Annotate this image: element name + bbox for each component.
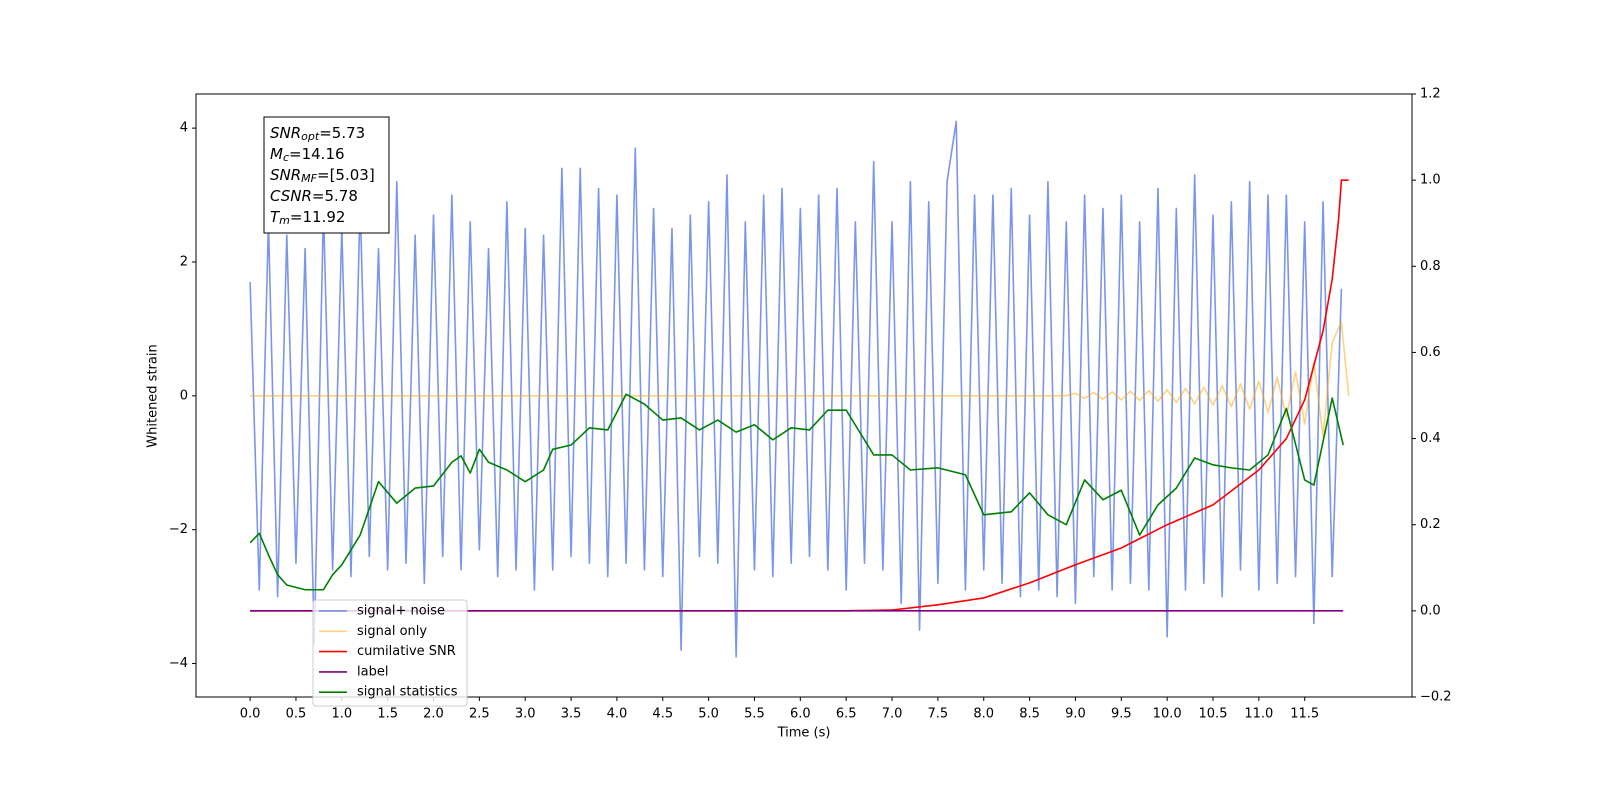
plot-frame xyxy=(195,93,1413,698)
x-tick-label: 7.5 xyxy=(928,707,949,722)
annotation-part: =14.16 xyxy=(289,145,345,163)
annotation-line: Mc=14.16 xyxy=(270,145,345,165)
annotation: SNRopt=5.73Mc=14.16SNRMF=[5.03]CSNR=5.78… xyxy=(263,116,390,234)
y-tick-label: 0 xyxy=(180,388,188,403)
annotation-part: c xyxy=(283,151,289,164)
x-tick-label: 4.5 xyxy=(652,707,673,722)
annotation-line: SNRMF=[5.03] xyxy=(270,166,375,186)
x-tick-label: 6.5 xyxy=(836,707,857,722)
annotation-part: MF xyxy=(301,172,317,185)
x-tick-label: 5.5 xyxy=(744,707,765,722)
legend-label: label xyxy=(357,664,388,679)
annotation-part: =11.92 xyxy=(290,208,346,226)
annotation-part: SNR xyxy=(270,124,301,142)
x-tick-label: 1.0 xyxy=(331,707,352,722)
y2-tick-label: 1.2 xyxy=(1420,87,1441,102)
annotation-line: Tm=11.92 xyxy=(270,208,345,228)
x-tick-label: 1.5 xyxy=(377,707,398,722)
annotation-part: SNR xyxy=(270,166,301,184)
legend-label: cumilative SNR xyxy=(357,644,456,659)
x-tick-label: 0.5 xyxy=(286,707,307,722)
x-tick-label: 4.0 xyxy=(607,707,628,722)
annotation-part: opt xyxy=(301,130,320,143)
annotation-part: M xyxy=(270,145,283,163)
legend: signal+ noise signal only cumilative SNR la… xyxy=(312,599,468,707)
x-tick-label: 11.5 xyxy=(1290,707,1319,722)
y-tick-label: 2 xyxy=(180,254,188,269)
x-axis-label: Time (s) xyxy=(777,726,831,741)
legend-label: signal statistics xyxy=(357,685,458,700)
x-tick-label: 9.0 xyxy=(1065,707,1086,722)
series-line xyxy=(250,179,1349,612)
y2-tick-label: 0.8 xyxy=(1420,259,1441,274)
x-tick-label: 2.0 xyxy=(423,707,444,722)
annotation-part: T xyxy=(270,208,281,226)
x-tick-label: 2.5 xyxy=(469,707,490,722)
x-tick-label: 10.0 xyxy=(1153,707,1182,722)
y-axis-label: Whitened strain xyxy=(146,344,161,447)
y2-tick-label: 0.0 xyxy=(1420,603,1441,618)
y-tick-label: 4 xyxy=(180,121,188,136)
x-tick-label: 5.0 xyxy=(698,707,719,722)
annotation-box xyxy=(263,116,390,234)
x-tick-label: 3.5 xyxy=(561,707,582,722)
x-tick-label: 3.0 xyxy=(515,707,536,722)
series-line xyxy=(249,393,1344,591)
x-tick-label: 10.5 xyxy=(1199,707,1228,722)
y2-tick-label: 0.2 xyxy=(1420,517,1441,532)
x-tick-label: 8.0 xyxy=(973,707,994,722)
annotation-line: SNRopt=5.73 xyxy=(270,124,365,144)
x-tick-label: 0.0 xyxy=(240,707,261,722)
legend-label: signal+ noise xyxy=(357,604,445,619)
annotation-part: =5.73 xyxy=(319,124,365,142)
annotation-line: CSNR=5.78 xyxy=(270,187,358,205)
annotation-part: =5.78 xyxy=(312,187,358,205)
y-tick-label: −4 xyxy=(169,656,188,671)
y2-tick-label: 1.0 xyxy=(1420,173,1441,188)
x-tick-label: 8.5 xyxy=(1019,707,1040,722)
annotation-part: m xyxy=(279,214,290,227)
y2-tick-label: −0.2 xyxy=(1420,690,1452,705)
x-tick-label: 9.5 xyxy=(1111,707,1132,722)
legend-box xyxy=(312,599,468,707)
x-tick-label: 6.0 xyxy=(790,707,811,722)
x-tick-label: 7.0 xyxy=(882,707,903,722)
y2-tick-label: 0.4 xyxy=(1420,431,1441,446)
x-tick-label: 11.0 xyxy=(1244,707,1273,722)
legend-label: signal only xyxy=(357,624,427,639)
y-tick-label: −2 xyxy=(169,522,188,537)
annotation-part: CSNR xyxy=(270,187,312,205)
annotation-part: =[5.03] xyxy=(317,166,375,184)
y2-tick-label: 0.6 xyxy=(1420,345,1441,360)
series-line xyxy=(249,120,1343,658)
